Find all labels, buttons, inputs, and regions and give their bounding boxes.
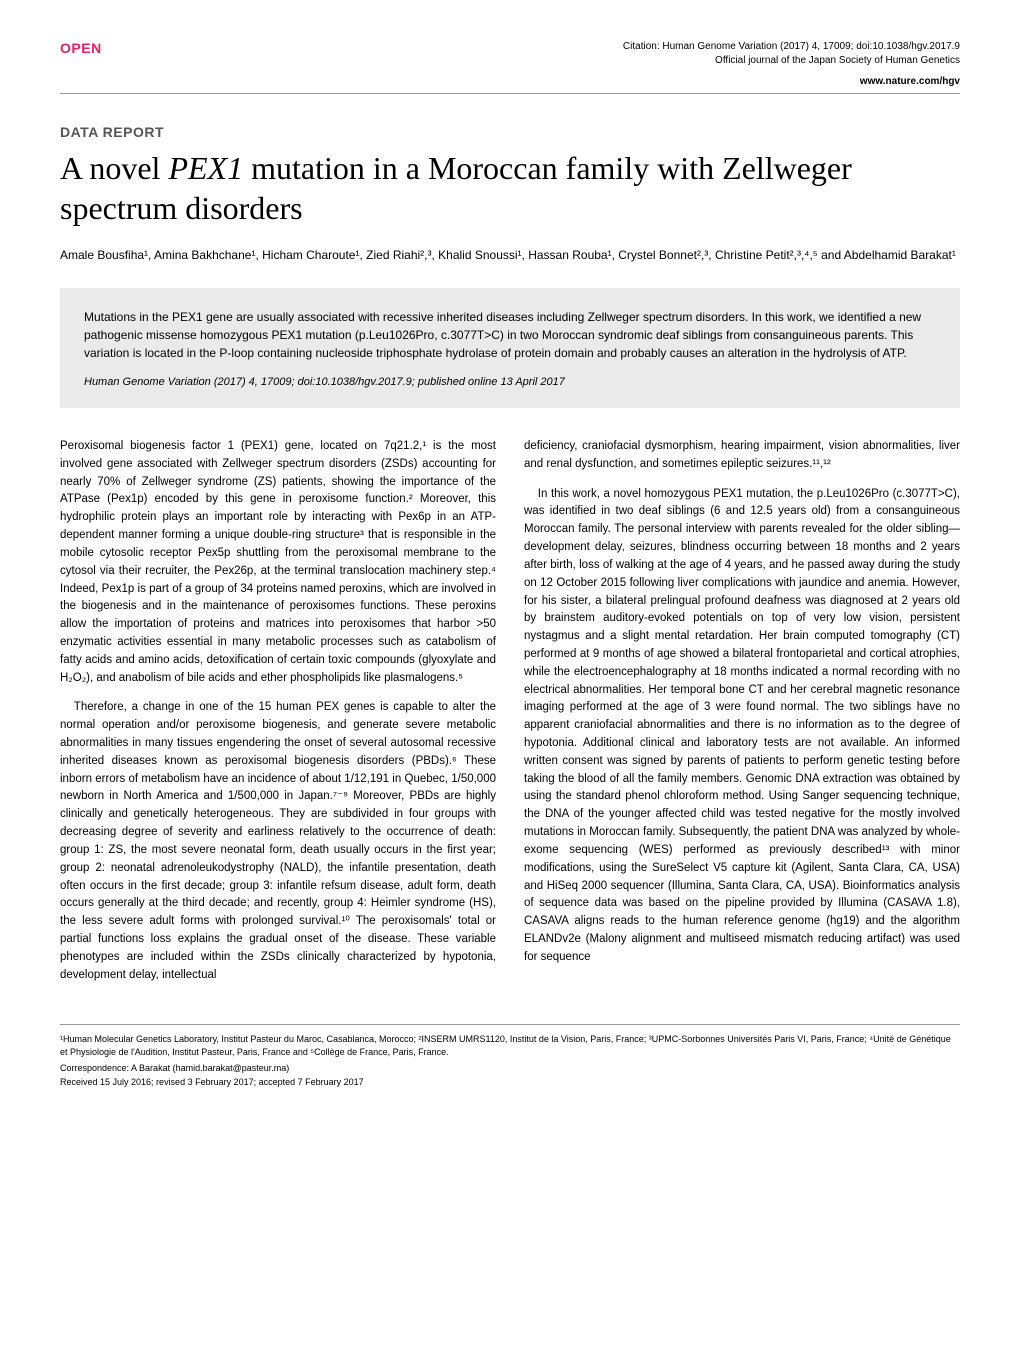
affiliations: ¹Human Molecular Genetics Laboratory, In… [60, 1033, 960, 1058]
body-left-p1: Peroxisomal biogenesis factor 1 (PEX1) g… [60, 438, 496, 687]
body-columns: Peroxisomal biogenesis factor 1 (PEX1) g… [60, 438, 960, 996]
abstract-citation: Human Genome Variation (2017) 4, 17009; … [84, 376, 936, 388]
citation-block: Citation: Human Genome Variation (2017) … [623, 40, 960, 68]
body-left-p2: Therefore, a change in one of the 15 hum… [60, 699, 496, 984]
received-date: Received 15 July 2016; revised 3 Februar… [60, 1077, 960, 1087]
body-right-p2: In this work, a novel homozygous PEX1 mu… [524, 486, 960, 967]
right-column: deficiency, craniofacial dysmorphism, he… [524, 438, 960, 996]
abstract-box: Mutations in the PEX1 gene are usually a… [60, 288, 960, 408]
left-column: Peroxisomal biogenesis factor 1 (PEX1) g… [60, 438, 496, 996]
open-badge: OPEN [60, 40, 102, 56]
section-label: DATA REPORT [60, 124, 960, 140]
journal-url: www.nature.com/hgv [60, 76, 960, 87]
body-right-p1: deficiency, craniofacial dysmorphism, he… [524, 438, 960, 474]
top-rule [60, 93, 960, 94]
citation-line-2: Official journal of the Japan Society of… [623, 54, 960, 68]
correspondence: Correspondence: A Barakat (hamid.barakat… [60, 1063, 960, 1073]
authors: Amale Bousfiha¹, Amina Bakhchane¹, Hicha… [60, 246, 960, 264]
abstract-text: Mutations in the PEX1 gene are usually a… [84, 308, 936, 362]
article-title: A novel PEX1 mutation in a Moroccan fami… [60, 148, 960, 228]
footer-rule [60, 1024, 960, 1025]
title-gene: PEX1 [168, 150, 243, 186]
header-row: OPEN Citation: Human Genome Variation (2… [60, 40, 960, 68]
citation-line-1: Citation: Human Genome Variation (2017) … [623, 40, 960, 54]
title-pre: A novel [60, 150, 168, 186]
